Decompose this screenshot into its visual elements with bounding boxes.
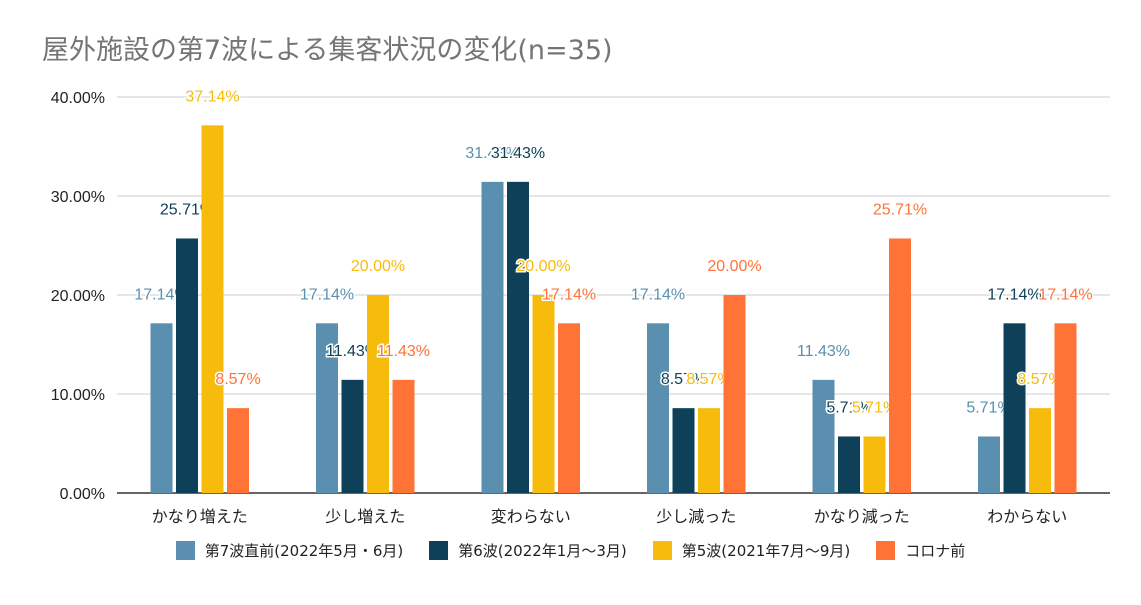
data-label: 11.43%: [377, 343, 430, 360]
data-label: 5.71%: [826, 399, 871, 416]
data-label: 25.71%: [160, 201, 214, 218]
bar-2: [1003, 323, 1026, 493]
data-label: 8.57%: [215, 371, 260, 388]
data-label: 5.71%: [966, 399, 1011, 416]
chart-title: 屋外施設の第7波による集客状況の変化(n=35): [42, 35, 613, 66]
bar-1: [647, 323, 669, 493]
bar-4: [1054, 323, 1077, 493]
bar-3: [532, 295, 555, 493]
data-label: 17.14%: [631, 286, 685, 303]
legend-label: コロナ前: [905, 542, 966, 560]
y-tick-label: 40.00%: [51, 90, 105, 107]
y-tick-label: 0.00%: [60, 486, 105, 503]
legend-swatch: [876, 541, 896, 560]
y-tick-label: 10.00%: [51, 387, 105, 404]
bar-1: [812, 379, 835, 493]
data-label: 31.43%: [491, 145, 545, 162]
data-label: 17.14%: [1038, 286, 1092, 303]
data-label: 8.57%: [686, 371, 731, 388]
legend-label: 第5波(2021年7月〜9月): [681, 542, 851, 560]
data-label: 11.43%: [326, 343, 379, 360]
data-label: 20.00%: [707, 258, 761, 275]
x-tick-label: かなり増えた: [152, 507, 248, 526]
bar-2: [341, 379, 364, 493]
x-tick-label: 少し増えた: [325, 507, 405, 526]
data-label: 17.14%: [300, 286, 354, 303]
bar-1: [978, 436, 1000, 493]
bar-2: [838, 436, 860, 493]
bar-4: [227, 408, 249, 493]
data-label: 20.00%: [351, 258, 405, 275]
data-label: 17.14%: [134, 286, 188, 303]
bar-4: [889, 238, 911, 493]
bar-3: [1029, 408, 1051, 493]
x-tick-label: かなり減った: [814, 507, 910, 526]
bar-2: [176, 238, 198, 493]
data-label: 8.57%: [1017, 371, 1062, 388]
bar-4: [392, 379, 415, 493]
legend-swatch: [175, 541, 195, 560]
legend-item-series-2[interactable]: 第6波(2022年1月〜3月): [429, 540, 627, 561]
legend-item-series-3[interactable]: 第5波(2021年7月〜9月): [652, 540, 851, 561]
data-label: 20.00%: [516, 258, 570, 275]
data-label: 5.71%: [852, 399, 897, 416]
bar-3: [698, 408, 720, 493]
bar-1: [150, 323, 173, 493]
legend-swatch: [652, 541, 672, 560]
chart-legend: 第7波直前(2022年5月・6月) 第6波(2022年1月〜3月) 第5波(20…: [0, 540, 1141, 561]
data-label: 11.43%: [797, 343, 850, 360]
data-label: 17.14%: [987, 286, 1041, 303]
data-label: 8.57%: [661, 371, 706, 388]
data-label: 31.43%: [465, 145, 519, 162]
data-label: 37.14%: [185, 88, 239, 105]
legend-label: 第6波(2022年1月〜3月): [458, 542, 627, 560]
bar-2: [507, 181, 529, 493]
bar-3: [863, 436, 886, 493]
bar-4: [558, 323, 580, 493]
bar-2: [672, 408, 695, 493]
legend-swatch: [429, 541, 449, 560]
legend-label: 第7波直前(2022年5月・6月): [204, 542, 404, 560]
data-label: 25.71%: [873, 201, 927, 218]
legend-item-series-4[interactable]: コロナ前: [876, 540, 965, 561]
x-tick-label: 変わらない: [491, 507, 571, 526]
bar-1: [316, 323, 338, 493]
bar-3: [367, 295, 389, 493]
y-tick-label: 20.00%: [51, 288, 105, 305]
x-tick-label: 少し減った: [656, 507, 736, 526]
bar-3: [201, 125, 224, 494]
bar-1: [481, 181, 504, 493]
bar-4: [723, 295, 746, 493]
y-tick-label: 30.00%: [51, 189, 105, 206]
data-label: 17.14%: [542, 286, 596, 303]
x-tick-label: わからない: [987, 507, 1067, 526]
legend-item-series-1[interactable]: 第7波直前(2022年5月・6月): [175, 540, 404, 561]
